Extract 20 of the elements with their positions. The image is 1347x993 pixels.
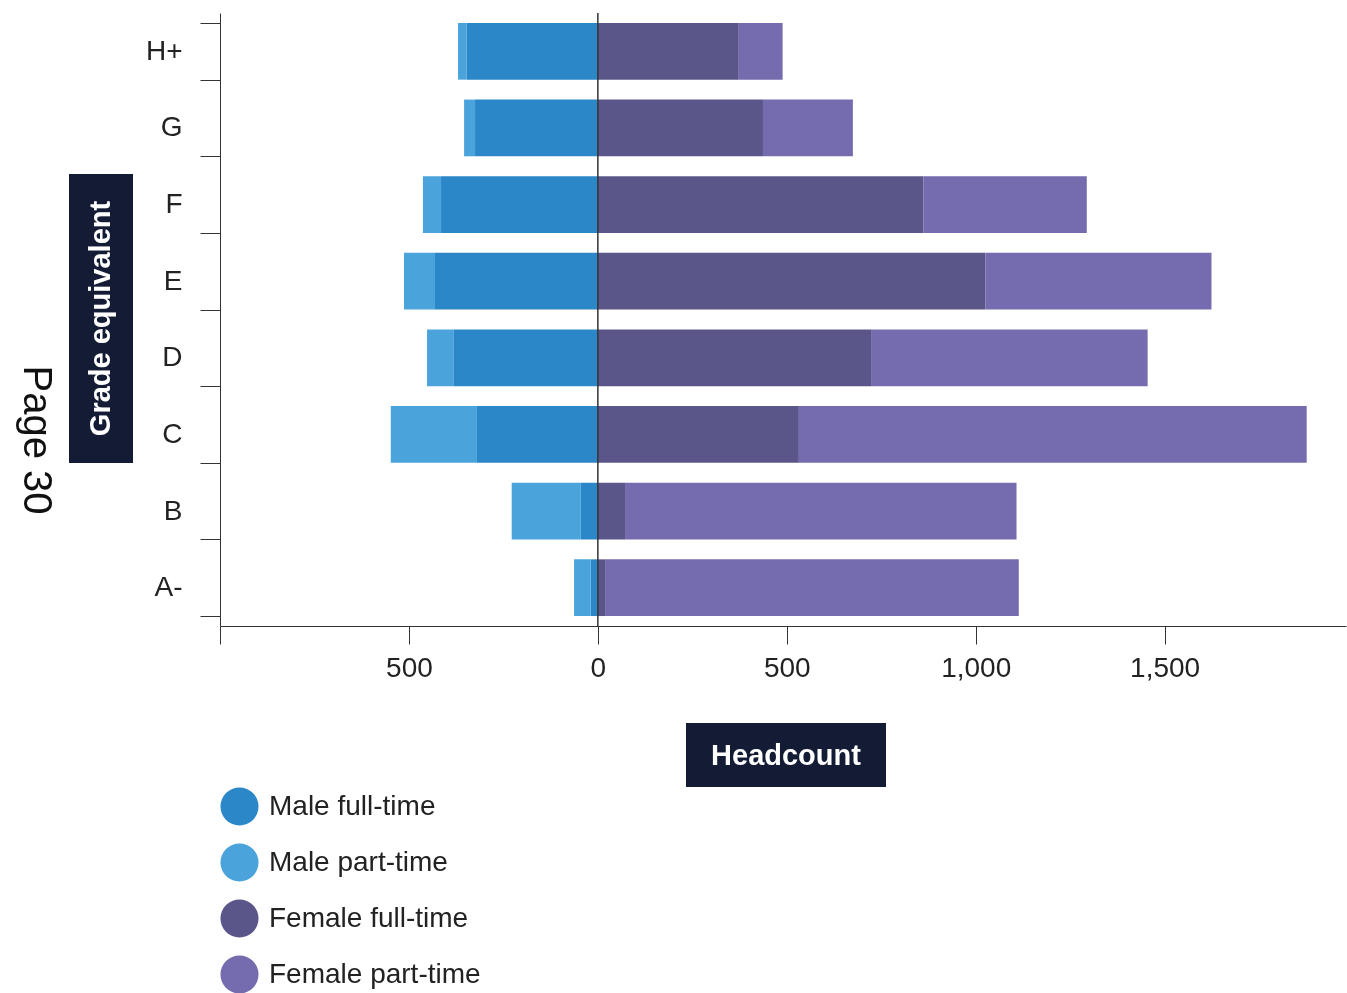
y-axis-title: Grade equivalent (84, 200, 118, 437)
y-tick-label: G (160, 111, 183, 143)
y-tick-label: E (163, 264, 183, 296)
y-tick-label: H+ (145, 34, 183, 66)
x-tick-label: 0 (590, 651, 607, 683)
x-tick-label: 500 (386, 651, 433, 683)
legend-label: Female full-time (269, 901, 469, 933)
x-tick-label: 1,500 (1130, 651, 1201, 683)
y-tick-label: A- (154, 571, 183, 603)
y-tick-label: C (162, 417, 183, 449)
y-tick-label: D (162, 341, 183, 373)
x-tick-label: 1,000 (941, 651, 1012, 683)
legend-label: Male full-time (269, 789, 436, 821)
x-axis-title: Headcount (686, 723, 886, 787)
legend-label: Female part-time (269, 957, 481, 989)
legend-label: Male part-time (269, 845, 448, 877)
text: Page 30 (14, 365, 60, 515)
y-tick-label: F (165, 188, 183, 220)
y-tick-label: B (163, 494, 183, 526)
x-tick-label: 500 (763, 651, 811, 683)
